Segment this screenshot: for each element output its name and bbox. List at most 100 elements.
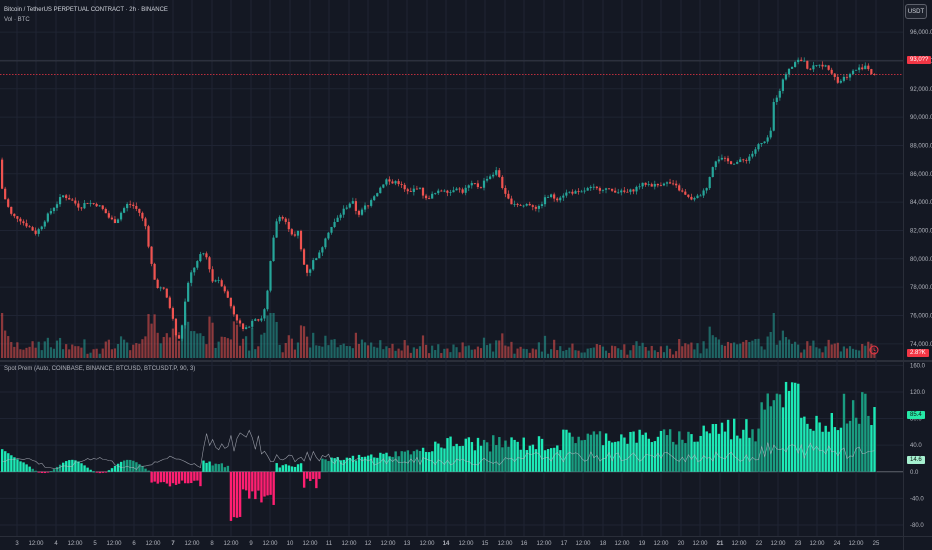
volume-bar xyxy=(546,353,550,358)
candle-body xyxy=(171,308,174,319)
candle-body xyxy=(851,70,855,74)
volume-bar xyxy=(589,348,592,358)
premium-bar xyxy=(751,429,754,472)
premium-bar xyxy=(397,456,400,472)
candle-body xyxy=(830,69,833,74)
candle-body xyxy=(7,199,10,207)
volume-bar xyxy=(775,344,778,358)
volume-legend[interactable]: Vol · BTC xyxy=(4,17,30,23)
volume-bar xyxy=(568,347,571,358)
volume-bar xyxy=(617,348,620,358)
candle-body xyxy=(412,188,415,192)
volume-bar xyxy=(74,346,77,358)
volume-bar xyxy=(397,348,400,358)
candle-body xyxy=(473,183,476,184)
time-tick-label: 4 xyxy=(54,541,58,547)
volume-bar xyxy=(180,326,184,358)
volume-bar xyxy=(501,333,504,358)
premium-bar xyxy=(775,393,779,472)
indicator-legend[interactable]: Spot Prem (Auto, COINBASE, BINANCE, BTCU… xyxy=(4,366,196,372)
premium-bar xyxy=(278,467,281,472)
premium-bar xyxy=(223,467,227,472)
premium-bar xyxy=(708,433,711,472)
volume-bar xyxy=(467,345,470,358)
volume-bar xyxy=(769,331,772,358)
premium-bar xyxy=(440,447,443,472)
volume-bar xyxy=(531,348,534,358)
currency-button[interactable]: USDT xyxy=(905,4,927,19)
time-tick-label: 12:00 xyxy=(770,541,786,547)
premium-bar xyxy=(797,383,800,472)
premium-bar xyxy=(391,456,394,472)
candle-body xyxy=(141,212,144,219)
volume-bar xyxy=(104,341,107,358)
candle-body xyxy=(824,65,827,67)
candle-body xyxy=(62,195,65,198)
candle-body xyxy=(302,249,306,265)
premium-bar xyxy=(458,446,461,472)
candle-body xyxy=(748,156,751,161)
candle-body xyxy=(306,264,309,273)
alert-clock-icon[interactable] xyxy=(869,345,879,355)
candle-body xyxy=(342,208,345,215)
premium-bar xyxy=(147,470,150,472)
premium-bar xyxy=(684,443,687,472)
spot-premium-line xyxy=(2,429,875,470)
premium-bar xyxy=(787,390,791,472)
volume-bar xyxy=(229,339,232,358)
premium-bar xyxy=(214,463,217,472)
candle-body xyxy=(836,76,839,83)
candle-body xyxy=(138,208,141,213)
candle-body xyxy=(287,221,290,230)
volume-bar xyxy=(62,349,65,358)
time-tick-label: 12:00 xyxy=(809,541,825,547)
volume-bar xyxy=(184,313,187,358)
candle-body xyxy=(467,185,470,188)
premium-bar xyxy=(696,441,699,472)
volume-bar xyxy=(437,344,440,358)
premium-bar xyxy=(68,460,71,472)
premium-bar xyxy=(656,436,660,472)
volume-bar xyxy=(684,343,687,358)
volume-bar xyxy=(177,340,181,358)
candle-body xyxy=(827,65,830,70)
premium-bar xyxy=(693,441,696,472)
candle-body xyxy=(528,204,531,206)
premium-tick-label: 0.0 xyxy=(910,470,919,476)
time-tick-label: 12:00 xyxy=(184,541,200,547)
candle-body xyxy=(589,186,592,189)
premium-bar xyxy=(321,458,324,472)
premium-bar xyxy=(421,447,425,472)
candle-body xyxy=(601,189,605,191)
candle-body xyxy=(147,226,150,247)
candle-body xyxy=(89,203,92,204)
candle-body xyxy=(363,205,367,210)
premium-bar xyxy=(235,471,239,518)
premium-bar xyxy=(736,435,739,472)
candle-body xyxy=(284,218,287,222)
volume-bar xyxy=(513,353,516,358)
volume-bar xyxy=(165,333,168,358)
candle-body xyxy=(723,157,727,159)
premium-bar xyxy=(284,464,288,472)
volume-bar xyxy=(553,339,556,358)
premium-bar xyxy=(790,382,794,472)
candle-body xyxy=(458,188,461,190)
time-tick-label: 23 xyxy=(795,541,802,547)
candle-body xyxy=(241,323,245,329)
premium-bar xyxy=(702,425,705,472)
candle-body xyxy=(815,65,818,66)
volume-bar xyxy=(629,350,632,358)
premium-bar xyxy=(345,457,349,472)
candle-body xyxy=(845,76,849,78)
candle-body xyxy=(650,184,653,187)
time-tick-label: 6 xyxy=(132,541,136,547)
premium-bar xyxy=(46,471,50,473)
volume-bar xyxy=(482,337,486,358)
candle-body xyxy=(275,221,278,238)
volume-bar xyxy=(797,344,800,358)
volume-bar xyxy=(123,339,126,358)
symbol-title[interactable]: Bitcoin / TetherUS PERPETUAL CONTRACT · … xyxy=(4,7,168,13)
premium-bar xyxy=(827,431,830,472)
